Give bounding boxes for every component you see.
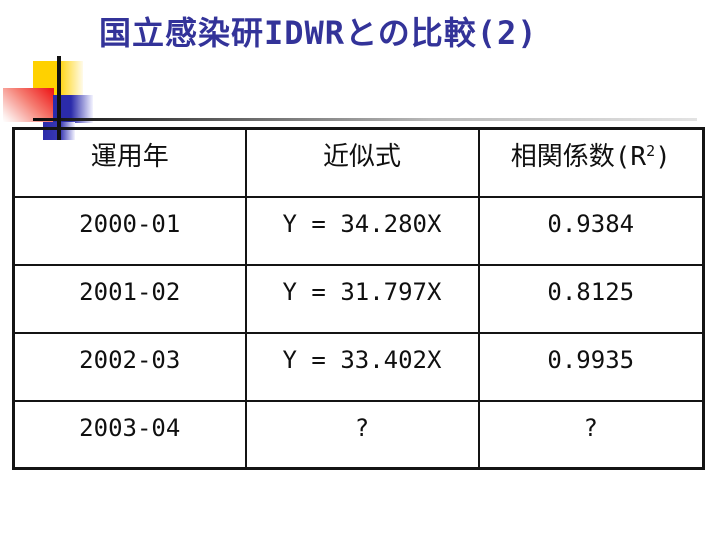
header-r2-prefix: 相関係数(R [510,142,647,172]
header-formula: 近似式 [244,127,480,198]
r2-cell: 0.9384 [477,195,705,266]
header-r2-superscript: 2 [646,142,656,160]
table-row: 2003-04 ? ? [12,399,705,470]
year-cell: 2001-02 [12,263,247,334]
formula-cell: ? [244,399,480,470]
year-cell: 2002-03 [12,331,247,402]
decoration-vertical-rule [57,56,61,140]
table-row: 2001-02 Y = 31.797X 0.8125 [12,263,705,334]
header-year: 運用年 [12,127,247,198]
formula-cell: Y = 33.402X [244,331,480,402]
page-title: 国立感染研IDWRとの比較(2) [99,14,538,52]
year-cell: 2003-04 [12,399,247,470]
r2-cell: 0.8125 [477,263,705,334]
r2-cell: 0.9935 [477,331,705,402]
table-row: 2000-01 Y = 34.280X 0.9384 [12,195,705,266]
table-header-row: 運用年 近似式 相関係数(R2) [12,127,705,198]
year-cell: 2000-01 [12,195,247,266]
decoration-red-square [3,88,54,122]
comparison-table: 運用年 近似式 相関係数(R2) 2000-01 Y = 34.280X 0.9… [12,127,705,470]
table-row: 2002-03 Y = 33.402X 0.9935 [12,331,705,402]
decoration-horizontal-rule [33,118,697,121]
header-r2: 相関係数(R2) [477,127,705,198]
formula-cell: Y = 34.280X [244,195,480,266]
header-r2-suffix: ) [655,142,671,172]
r2-cell: ? [477,399,705,470]
formula-cell: Y = 31.797X [244,263,480,334]
